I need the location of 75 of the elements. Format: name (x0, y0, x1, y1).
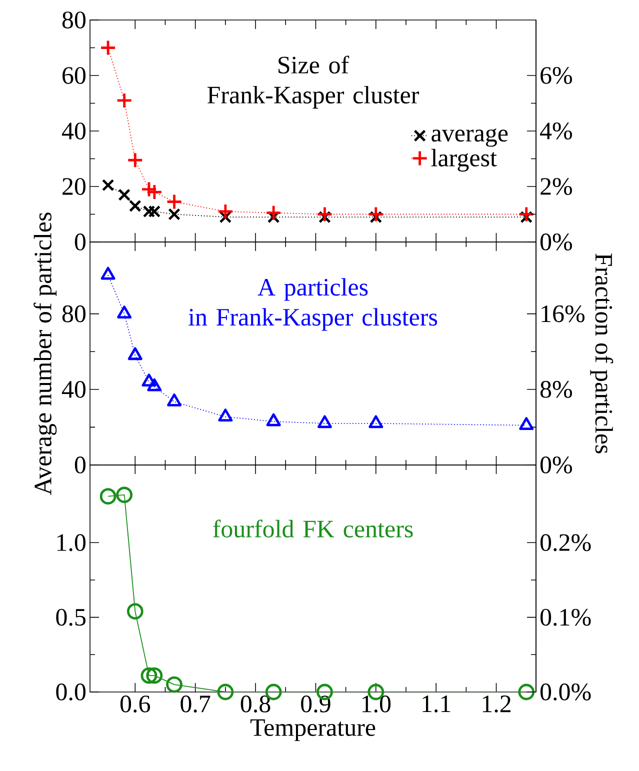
y2-tick-label: 16% (542, 305, 584, 322)
x-tick-label: 1.1 (422, 696, 450, 712)
y-tick-label: 1.0 (57, 534, 86, 552)
y2-tick-label: 8% (540, 380, 572, 398)
y2-tick-label: 0.2% (540, 534, 591, 552)
y2-tick-label: 2% (540, 178, 572, 195)
point (118, 188, 130, 201)
point (368, 415, 384, 428)
point (148, 205, 161, 218)
x-tick-label: 1.0 (362, 696, 391, 713)
point (116, 486, 133, 504)
y2-tick-label: 0% (540, 234, 572, 250)
y-tick-label: 0.5 (56, 608, 86, 626)
y-tick-label: 0.0 (56, 684, 86, 700)
point (166, 676, 182, 693)
y-tick-label: 80 (62, 305, 86, 322)
point (370, 210, 382, 224)
point (126, 603, 144, 620)
y-tick-label: 60 (62, 67, 86, 84)
x-tick-label: 0.6 (120, 696, 150, 713)
point (126, 152, 144, 168)
point (218, 408, 233, 422)
point (518, 206, 535, 222)
point (217, 203, 234, 220)
y-tick-label: 80 (62, 12, 86, 28)
point (128, 347, 142, 360)
point (166, 194, 182, 210)
legend-label: largest (431, 148, 497, 172)
y2-tick-label: 0.0% (540, 684, 591, 700)
y-tick-label: 40 (62, 122, 86, 140)
y2-axis-title: Fraction of particles (590, 254, 614, 454)
point (100, 266, 116, 280)
point (318, 210, 331, 224)
point (100, 488, 116, 505)
point (518, 684, 535, 700)
y-tick-label: 20 (62, 178, 86, 195)
x-tick-label: 0.9 (301, 696, 330, 713)
point (265, 204, 282, 222)
point (140, 181, 158, 198)
point (168, 208, 180, 220)
point (142, 205, 156, 218)
point (147, 378, 162, 392)
y-tick-label: 0 (74, 456, 86, 474)
x-tick-label: 0.7 (180, 696, 210, 713)
point (117, 306, 132, 319)
point (146, 667, 163, 684)
point (146, 184, 163, 200)
x-axis-title: Temperature (250, 719, 376, 742)
y-axis-title: Average number of particles (34, 212, 57, 495)
legend-label: average (432, 128, 508, 147)
point (100, 40, 116, 56)
y2-tick-label: 0.1% (540, 608, 591, 626)
point (116, 92, 133, 109)
point (128, 200, 142, 212)
point (266, 413, 281, 426)
point (142, 374, 156, 387)
point (520, 210, 533, 224)
y2-tick-label: 4% (540, 122, 572, 140)
point (167, 393, 182, 406)
y2-tick-label: 0% (540, 456, 572, 474)
y-tick-label: 40 (62, 380, 86, 398)
point (316, 206, 333, 222)
point (217, 684, 234, 700)
point (102, 178, 114, 192)
point (140, 667, 158, 684)
point (317, 415, 332, 428)
text: Size of Frank-Kasper cluster (208, 56, 419, 109)
x-tick-label: 1.2 (482, 696, 511, 712)
text: A particles in Frank-Kasper clusters (188, 278, 438, 331)
point (519, 417, 534, 430)
x-tick-label: 0.8 (240, 696, 270, 713)
text: fourfold FK centers (213, 520, 413, 538)
y-tick-label: 0 (74, 234, 86, 250)
point (368, 206, 384, 222)
y2-tick-label: 6% (540, 67, 572, 84)
